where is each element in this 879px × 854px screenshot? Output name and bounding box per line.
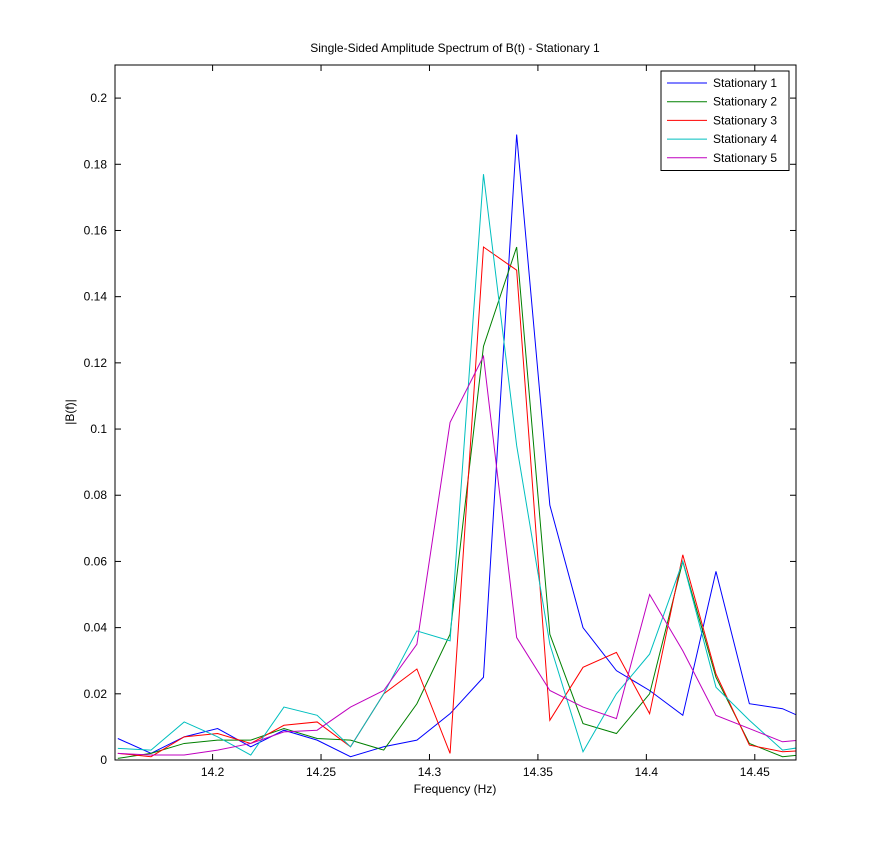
series-line [117, 174, 796, 756]
y-tick-label: 0.04 [84, 621, 108, 635]
series-line [117, 354, 796, 756]
x-tick-label: 14.3 [418, 765, 442, 779]
x-tick-label: 14.4 [635, 765, 659, 779]
series-line [117, 246, 796, 758]
legend-label: Stationary 1 [713, 76, 777, 90]
x-tick-label: 14.2 [201, 765, 225, 779]
legend-label: Stationary 3 [713, 113, 777, 127]
y-tick-label: 0.12 [84, 356, 108, 370]
y-tick-label: 0.18 [84, 157, 108, 171]
y-tick-label: 0.02 [84, 687, 108, 701]
x-tick-label: 14.25 [306, 765, 336, 779]
chart-title: Single-Sided Amplitude Spectrum of B(t) … [310, 41, 600, 55]
series-line [117, 134, 796, 758]
y-tick-label: 0.06 [84, 554, 108, 568]
y-tick-label: 0.1 [90, 422, 107, 436]
legend-label: Stationary 5 [713, 151, 777, 165]
y-tick-label: 0.2 [90, 91, 107, 105]
legend-label: Stationary 4 [713, 132, 777, 146]
x-tick-label: 14.35 [523, 765, 553, 779]
series-line [117, 246, 796, 759]
y-tick-label: 0.08 [84, 488, 108, 502]
y-tick-label: 0 [100, 753, 107, 767]
y-axis-label: |B(f)| [63, 399, 77, 425]
plot-lines [117, 134, 796, 759]
x-tick-label: 14.45 [740, 765, 770, 779]
y-tick-label: 0.16 [84, 223, 108, 237]
x-axis-label: Frequency (Hz) [414, 782, 497, 796]
y-tick-label: 0.14 [84, 290, 108, 304]
plot-frame [114, 64, 797, 761]
legend-label: Stationary 2 [713, 95, 777, 109]
